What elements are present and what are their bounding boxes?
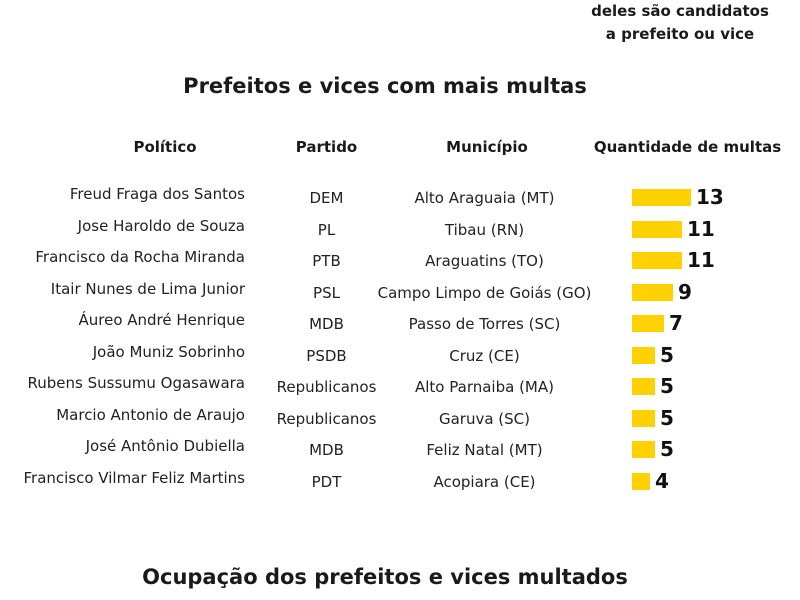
politico-name: João Muniz Sobrinho: [92, 342, 245, 361]
multas-bar: [632, 220, 682, 238]
politico-name: Áureo André Henrique: [78, 311, 245, 329]
header-partido: Partido: [295, 138, 358, 156]
multas-bar: [632, 315, 664, 332]
politico-name: Marcio Antonio de Araujo: [56, 405, 245, 424]
partido-name: MDB: [309, 315, 344, 333]
multas-value-label: 11: [687, 216, 715, 241]
partido-name: PSDB: [306, 346, 347, 365]
table-row: Rubens Sussumu Ogasawara Republicanos Alto…: [0, 374, 800, 408]
municipio-name: Alto Parnaiba (MA): [415, 378, 554, 396]
municipio-name: Cruz (CE): [449, 346, 520, 365]
partido-name: DEM: [309, 189, 344, 207]
partido-name: Republicanos: [276, 378, 377, 396]
table-row: Francisco da Rocha Miranda PTB Araguatins …: [0, 248, 800, 282]
politico-name: Itair Nunes de Lima Junior: [50, 279, 245, 298]
table-row: Marcio Antonio de Araujo Republicanos Garu…: [0, 405, 800, 440]
chart-title: Prefeitos e vices com mais multas: [183, 74, 587, 98]
politico-name: Francisco Vilmar Feliz Martins: [23, 468, 245, 487]
multas-value-label: 13: [696, 185, 724, 209]
table-row: Freud Fraga dos Santos DEM Alto Araguaia (…: [0, 185, 800, 219]
multas-value-label: 5: [660, 374, 674, 398]
multas-bar: [632, 283, 673, 301]
multas-bar: [632, 346, 655, 364]
municipio-name: Passo de Torres (SC): [408, 315, 561, 333]
municipio-name: Feliz Natal (MT): [426, 441, 543, 459]
partido-name: PSL: [313, 283, 340, 302]
multas-bar: [632, 409, 655, 427]
partido-name: PDT: [311, 472, 342, 491]
partido-name: MDB: [309, 441, 344, 459]
top-note: deles são candidatos a prefeito ou vice: [560, 0, 800, 46]
multas-value-label: 11: [687, 248, 715, 272]
politico-name: Rubens Sussumu Ogasawara: [27, 374, 246, 392]
table-row: João Muniz Sobrinho PSDB Cruz (CE) 5: [0, 342, 800, 377]
municipio-name: Alto Araguaia (MT): [414, 189, 555, 207]
header-municipio: Município: [446, 138, 528, 156]
partido-name: PL: [317, 220, 336, 239]
multas-value-label: 9: [678, 279, 692, 304]
header-politico: Político: [133, 138, 197, 156]
municipio-name: Tibau (RN): [444, 220, 525, 239]
table-row: Áureo André Henrique MDB Passo de Torres (…: [0, 311, 800, 345]
multas-bar: [632, 378, 655, 395]
partido-name: Republicanos: [276, 409, 377, 428]
multas-value-label: 7: [669, 311, 683, 335]
next-section-title: Ocupação dos prefeitos e vices multados: [142, 565, 628, 589]
multas-bar: [632, 252, 682, 269]
municipio-name: Campo Limpo de Goiás (GO): [377, 283, 592, 302]
politico-name: Jose Haroldo de Souza: [77, 216, 245, 235]
multas-value-label: 5: [660, 437, 674, 461]
multas-bar: [632, 189, 691, 206]
partido-name: PTB: [312, 252, 341, 270]
multas-value-label: 5: [660, 342, 674, 367]
header-quantidade: Quantidade de multas: [593, 138, 782, 156]
municipio-name: Acopiara (CE): [433, 472, 536, 491]
table-row: Itair Nunes de Lima Junior PSL Campo Limpo…: [0, 279, 800, 314]
table-row: José Antônio Dubiella MDB Feliz Natal (MT)…: [0, 437, 800, 471]
politico-name: Francisco da Rocha Miranda: [35, 248, 245, 266]
politico-name: José Antônio Dubiella: [85, 437, 245, 455]
table-row: Francisco Vilmar Feliz Martins PDT Acopiar…: [0, 468, 800, 503]
multas-value-label: 5: [660, 405, 674, 430]
top-note-line-2: a prefeito ou vice: [605, 25, 755, 43]
municipio-name: Araguatins (TO): [425, 252, 544, 270]
multas-bar: [632, 472, 650, 490]
multas-bar: [632, 441, 655, 458]
multas-value-label: 4: [655, 468, 669, 493]
politico-name: Freud Fraga dos Santos: [69, 185, 245, 203]
municipio-name: Garuva (SC): [438, 409, 531, 428]
table-row: Jose Haroldo de Souza PL Tibau (RN) 11: [0, 216, 800, 251]
top-note-line-1: deles são candidatos: [591, 2, 769, 20]
